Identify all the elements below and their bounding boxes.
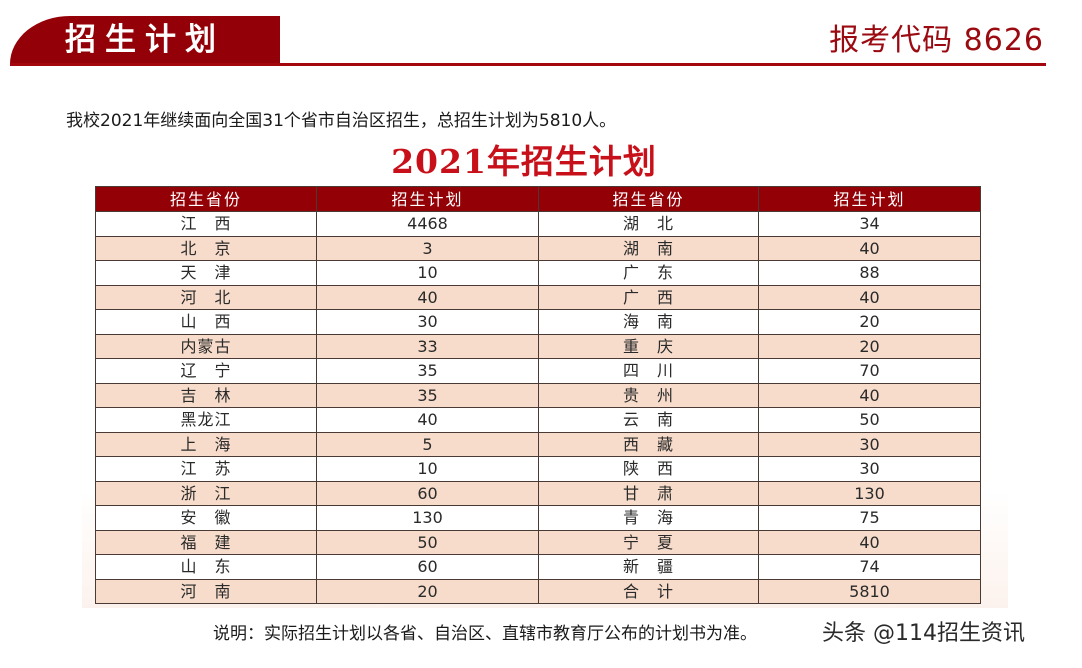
plan-cell: 20 (758, 309, 981, 335)
plan-cell: 75 (758, 505, 981, 531)
table-row: 河 北 40 广 西 40 (95, 284, 981, 310)
province-cell: 四 川 (538, 358, 759, 384)
province-cell: 江 西 (95, 211, 317, 237)
plan-cell: 30 (316, 309, 539, 335)
province-cell: 山 东 (95, 554, 317, 580)
plan-cell: 40 (758, 529, 981, 555)
watermark: 头条 @114招生资讯 (822, 621, 1025, 646)
table-row: 内蒙古 33 重 庆 20 (95, 333, 981, 359)
plan-cell: 30 (758, 456, 981, 482)
province-cell: 安 徽 (95, 505, 317, 531)
table-row: 安 徽 130 青 海 75 (95, 505, 981, 531)
province-cell: 广 东 (538, 260, 759, 286)
province-cell: 甘 肃 (538, 480, 759, 506)
plan-cell: 34 (758, 211, 981, 237)
plan-cell: 5 (316, 431, 539, 457)
province-cell: 河 南 (95, 578, 317, 604)
header-divider (10, 63, 1046, 66)
plan-cell: 60 (316, 480, 539, 506)
header-plan-left: 招生计划 (316, 186, 539, 212)
table-row: 江 苏 10 陕 西 30 (95, 456, 981, 482)
header-province-left: 招生省份 (95, 186, 317, 212)
plan-cell: 70 (758, 358, 981, 384)
table-row: 黑龙江 40 云 南 50 (95, 407, 981, 433)
province-cell: 广 西 (538, 284, 759, 310)
plan-cell: 40 (758, 382, 981, 408)
province-cell: 湖 北 (538, 211, 759, 237)
plan-cell: 4468 (316, 211, 539, 237)
plan-cell: 10 (316, 456, 539, 482)
header-province-right: 招生省份 (538, 186, 759, 212)
province-cell: 山 西 (95, 309, 317, 335)
table-row: 福 建 50 宁 夏 40 (95, 529, 981, 555)
province-cell: 上 海 (95, 431, 317, 457)
plan-cell: 30 (758, 431, 981, 457)
plan-cell: 3 (316, 235, 539, 261)
plan-cell: 33 (316, 333, 539, 359)
province-cell: 海 南 (538, 309, 759, 335)
plan-cell: 20 (316, 578, 539, 604)
province-cell: 重 庆 (538, 333, 759, 359)
province-cell: 辽 宁 (95, 358, 317, 384)
plan-cell: 130 (316, 505, 539, 531)
total-label-cell: 合 计 (538, 578, 759, 604)
intro-text: 我校2021年继续面向全国31个省市自治区招生，总招生计划为5810人。 (66, 111, 617, 131)
plan-cell: 130 (758, 480, 981, 506)
plan-cell: 10 (316, 260, 539, 286)
plan-cell: 20 (758, 333, 981, 359)
table-row: 北 京 3 湖 南 40 (95, 235, 981, 261)
footnote: 说明：实际招生计划以各省、自治区、直辖市教育厅公布的计划书为准。 (213, 624, 757, 644)
province-cell: 黑龙江 (95, 407, 317, 433)
table-row: 山 东 60 新 疆 74 (95, 554, 981, 580)
table-row: 辽 宁 35 四 川 70 (95, 358, 981, 384)
province-cell: 新 疆 (538, 554, 759, 580)
province-cell: 云 南 (538, 407, 759, 433)
province-cell: 福 建 (95, 529, 317, 555)
table-row: 江 西 4468 湖 北 34 (95, 211, 981, 237)
total-value-cell: 5810 (758, 578, 981, 604)
plan-cell: 40 (758, 235, 981, 261)
province-cell: 宁 夏 (538, 529, 759, 555)
plan-cell: 50 (758, 407, 981, 433)
table-row: 吉 林 35 贵 州 40 (95, 382, 981, 408)
province-cell: 内蒙古 (95, 333, 317, 359)
province-cell: 陕 西 (538, 456, 759, 482)
province-cell: 吉 林 (95, 382, 317, 408)
plan-cell: 40 (316, 407, 539, 433)
table-header-row: 招生省份 招生计划 招生省份 招生计划 (95, 186, 981, 212)
province-cell: 湖 南 (538, 235, 759, 261)
plan-cell: 60 (316, 554, 539, 580)
plan-cell: 74 (758, 554, 981, 580)
province-cell: 江 苏 (95, 456, 317, 482)
enrollment-table: 招生省份 招生计划 招生省份 招生计划 江 西 4468 湖 北 34 北 京 … (95, 186, 981, 604)
plan-cell: 35 (316, 358, 539, 384)
province-cell: 青 海 (538, 505, 759, 531)
plan-cell: 50 (316, 529, 539, 555)
plan-cell: 88 (758, 260, 981, 286)
province-cell: 浙 江 (95, 480, 317, 506)
header-plan-right: 招生计划 (758, 186, 981, 212)
table-row: 上 海 5 西 藏 30 (95, 431, 981, 457)
application-code: 报考代码 8626 (829, 23, 1044, 58)
table-row: 山 西 30 海 南 20 (95, 309, 981, 335)
table-row-total: 河 南 20 合 计 5810 (95, 578, 981, 604)
province-cell: 西 藏 (538, 431, 759, 457)
province-cell: 天 津 (95, 260, 317, 286)
plan-cell: 35 (316, 382, 539, 408)
section-title: 招生计划 (65, 22, 225, 58)
plan-cell: 40 (316, 284, 539, 310)
section-banner (10, 16, 280, 65)
province-cell: 北 京 (95, 235, 317, 261)
plan-cell: 40 (758, 284, 981, 310)
table-row: 天 津 10 广 东 88 (95, 260, 981, 286)
table-row: 浙 江 60 甘 肃 130 (95, 480, 981, 506)
province-cell: 贵 州 (538, 382, 759, 408)
province-cell: 河 北 (95, 284, 317, 310)
table-title: 2021年招生计划 (391, 142, 657, 181)
